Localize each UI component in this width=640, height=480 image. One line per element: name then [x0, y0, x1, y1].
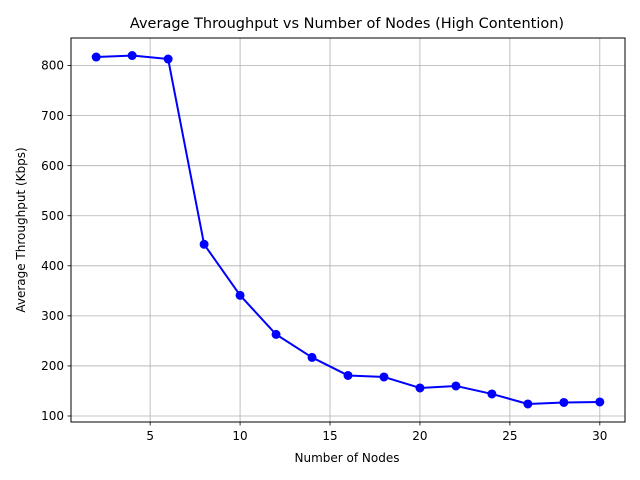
x-tick-label: 10: [232, 429, 247, 443]
data-point: [91, 52, 101, 62]
data-point: [559, 397, 569, 407]
data-point: [235, 290, 245, 300]
data-point: [271, 329, 281, 339]
y-tick-label: 400: [41, 259, 64, 273]
data-point: [523, 399, 533, 409]
grid: [71, 38, 625, 422]
y-tick-label: 300: [41, 309, 64, 323]
y-axis-title: Average Throughput (Kbps): [14, 147, 28, 312]
x-tick-label: 15: [322, 429, 337, 443]
series-marker-layer: [91, 51, 605, 409]
data-point: [415, 383, 425, 393]
chart-title: Average Throughput vs Number of Nodes (H…: [130, 16, 564, 32]
data-point: [487, 389, 497, 399]
y-tick-label: 200: [41, 359, 64, 373]
x-tick-label: 30: [592, 429, 607, 443]
x-tick-label: 20: [412, 429, 427, 443]
x-tick-label: 25: [502, 429, 517, 443]
data-point: [451, 381, 461, 391]
data-point: [343, 370, 353, 380]
data-point: [199, 239, 209, 249]
y-tick-label: 600: [41, 159, 64, 173]
data-point: [163, 54, 173, 64]
y-tick-label: 500: [41, 209, 64, 223]
axis-ticks: 5 10 15 20 25 30 100 200 300 400 500 600 700 800: [41, 59, 607, 443]
data-point: [379, 372, 389, 382]
plot-frame: [70, 37, 626, 423]
data-point: [595, 397, 605, 407]
y-tick-label: 100: [41, 409, 64, 423]
x-tick-label: 5: [146, 429, 154, 443]
y-tick-label: 700: [41, 109, 64, 123]
data-point: [307, 352, 317, 362]
x-axis-title: Number of Nodes: [295, 451, 400, 465]
data-point: [127, 51, 137, 61]
y-tick-label: 800: [41, 59, 64, 73]
